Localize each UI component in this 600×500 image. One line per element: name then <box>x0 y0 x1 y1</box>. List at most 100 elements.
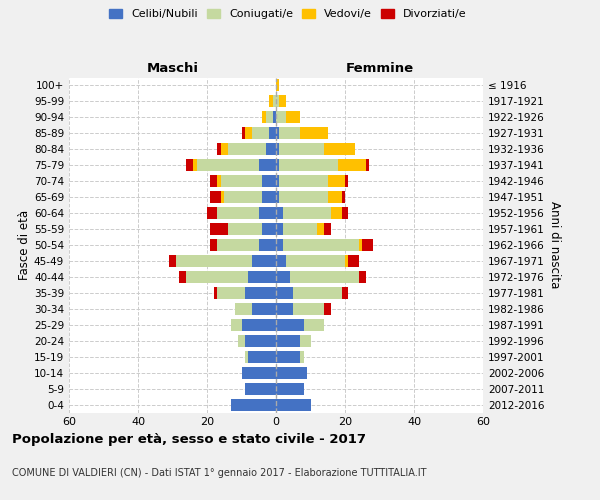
Bar <box>176 255 252 267</box>
Bar <box>276 175 280 187</box>
Bar <box>366 160 369 171</box>
Bar <box>217 239 259 251</box>
Bar <box>262 175 276 187</box>
Bar <box>280 96 286 108</box>
Bar <box>276 382 304 394</box>
Bar <box>280 144 324 156</box>
Bar <box>317 223 324 235</box>
Bar <box>241 366 276 378</box>
Bar <box>280 175 328 187</box>
Bar <box>259 239 276 251</box>
Bar <box>300 128 328 140</box>
Bar <box>325 223 331 235</box>
Text: Femmine: Femmine <box>346 62 413 75</box>
Bar <box>276 144 280 156</box>
Bar <box>179 271 187 283</box>
Bar <box>241 319 276 330</box>
Bar <box>293 287 341 299</box>
Bar <box>245 334 276 346</box>
Bar <box>276 112 286 124</box>
Bar <box>262 191 276 203</box>
Bar <box>276 160 280 171</box>
Bar <box>211 175 217 187</box>
Bar <box>235 303 252 315</box>
Bar <box>276 239 283 251</box>
Bar <box>276 207 283 219</box>
Bar <box>217 144 221 156</box>
Bar <box>276 128 280 140</box>
Bar <box>217 175 221 187</box>
Bar <box>293 303 325 315</box>
Bar <box>345 255 349 267</box>
Bar <box>248 271 276 283</box>
Bar <box>359 271 365 283</box>
Bar <box>328 191 341 203</box>
Bar <box>238 334 245 346</box>
Bar <box>224 191 262 203</box>
Bar <box>276 255 286 267</box>
Bar <box>304 319 325 330</box>
Bar <box>262 223 276 235</box>
Bar <box>211 191 221 203</box>
Bar <box>300 334 311 346</box>
Bar <box>252 128 269 140</box>
Bar <box>217 207 259 219</box>
Bar <box>276 366 307 378</box>
Bar <box>266 144 276 156</box>
Bar <box>242 128 245 140</box>
Legend: Celibi/Nubili, Coniugati/e, Vedovi/e, Divorziati/e: Celibi/Nubili, Coniugati/e, Vedovi/e, Di… <box>106 6 470 22</box>
Bar <box>276 398 311 410</box>
Bar <box>276 319 304 330</box>
Bar <box>248 350 276 362</box>
Bar <box>341 191 345 203</box>
Bar <box>276 271 290 283</box>
Bar <box>245 287 276 299</box>
Bar <box>276 80 280 92</box>
Bar <box>272 96 276 108</box>
Bar <box>280 191 328 203</box>
Bar <box>245 350 248 362</box>
Bar <box>252 255 276 267</box>
Bar <box>259 160 276 171</box>
Text: COMUNE DI VALDIERI (CN) - Dati ISTAT 1° gennaio 2017 - Elaborazione TUTTITALIA.I: COMUNE DI VALDIERI (CN) - Dati ISTAT 1° … <box>12 468 427 477</box>
Bar <box>211 239 217 251</box>
Bar <box>331 207 341 219</box>
Bar <box>349 255 359 267</box>
Bar <box>283 239 359 251</box>
Bar <box>259 207 276 219</box>
Bar <box>286 112 300 124</box>
Text: Popolazione per età, sesso e stato civile - 2017: Popolazione per età, sesso e stato civil… <box>12 432 366 446</box>
Bar <box>283 207 331 219</box>
Bar <box>325 144 355 156</box>
Bar <box>280 128 300 140</box>
Bar <box>269 96 272 108</box>
Bar <box>276 223 283 235</box>
Bar <box>221 175 262 187</box>
Bar <box>276 191 280 203</box>
Bar <box>272 112 276 124</box>
Bar <box>338 160 365 171</box>
Bar <box>228 144 266 156</box>
Bar <box>169 255 176 267</box>
Bar <box>187 160 193 171</box>
Bar <box>221 144 228 156</box>
Bar <box>276 303 293 315</box>
Bar <box>207 207 217 219</box>
Bar <box>276 350 300 362</box>
Bar <box>245 128 252 140</box>
Bar <box>345 175 349 187</box>
Bar <box>266 112 272 124</box>
Bar <box>245 382 276 394</box>
Bar <box>362 239 373 251</box>
Bar <box>341 207 349 219</box>
Bar <box>283 223 317 235</box>
Bar <box>217 287 245 299</box>
Bar <box>290 271 359 283</box>
Bar <box>193 160 197 171</box>
Bar <box>187 271 248 283</box>
Bar <box>252 303 276 315</box>
Bar <box>276 334 300 346</box>
Bar <box>359 239 362 251</box>
Bar <box>286 255 345 267</box>
Bar <box>269 128 276 140</box>
